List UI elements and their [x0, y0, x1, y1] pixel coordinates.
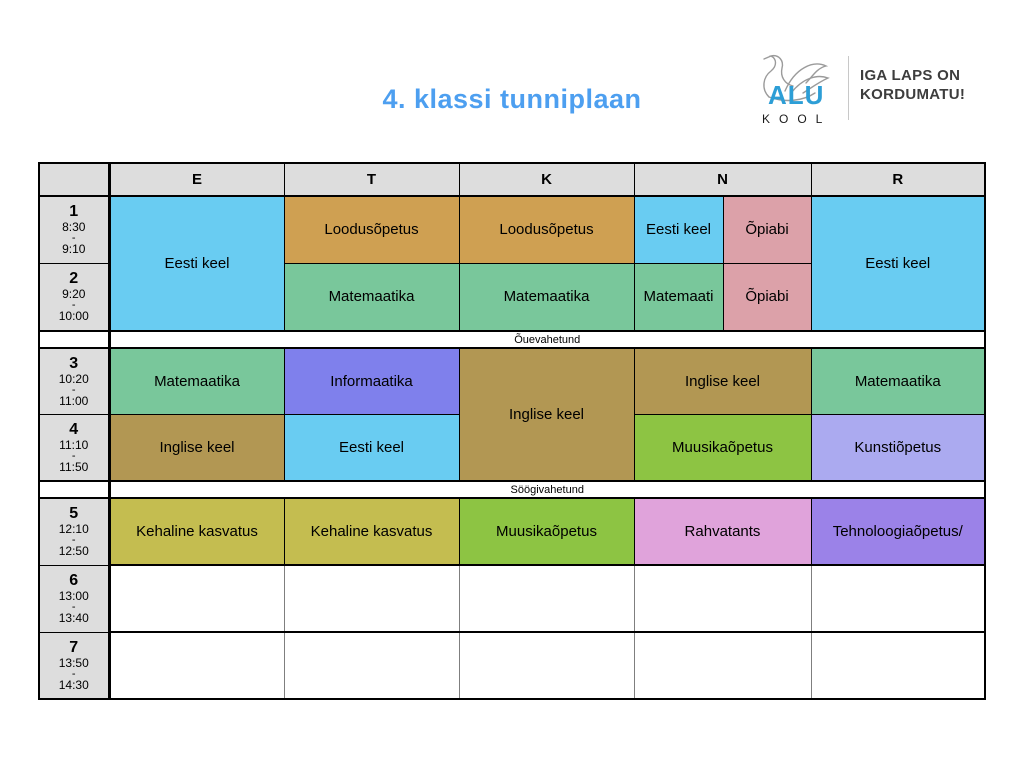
period-time: 12:50 [58, 544, 89, 559]
empty-cell [633, 631, 812, 700]
logo-subname: KOOL [762, 112, 832, 126]
swan-icon [763, 54, 830, 102]
period-time-cell: 3 10:20-11:00 [38, 347, 111, 415]
period-time: - [71, 667, 76, 680]
logo-name: ALU [768, 80, 825, 110]
logo-divider [848, 56, 849, 120]
subject-cell: Õpiabi [722, 262, 812, 332]
period-time: 13:40 [58, 611, 89, 625]
subject-cell: Matemaatika [810, 347, 986, 415]
page-title: 4. klassi tunniplaan [382, 84, 642, 114]
period-time-cell: 4 11:10-11:50 [38, 413, 111, 482]
break-label: Söögivahetund [109, 480, 985, 499]
subject-cell: Matemaatika [283, 262, 460, 332]
period-time: 10:20 [58, 371, 89, 386]
tagline-line1: IGA LAPS ON [860, 67, 961, 84]
break-time-stub [38, 330, 111, 349]
period-time: 13:50 [58, 655, 89, 670]
day-header-n: N [633, 162, 812, 197]
alu-kool-logo: ALU KOOL IGA LAPS ON KORDUMATU! [752, 50, 970, 130]
timetable-body: 1 8:30-9:10 Eesti keel Loodusõpetus Loodusõp… [38, 195, 986, 700]
period-time: - [71, 449, 76, 462]
period-time: - [71, 601, 76, 613]
empty-cell [810, 564, 986, 633]
subject-cell: Matemaatika [108, 347, 285, 415]
subject-cell: Matemaatika [458, 262, 635, 332]
corner-cell [38, 162, 111, 197]
subject-cell: Õpiabi [722, 195, 812, 264]
subject-cell: Kehaline kasvatus [108, 497, 285, 566]
subject-cell: Rahvatants [633, 497, 812, 566]
period-time: - [71, 299, 76, 312]
period-time: 11:00 [59, 393, 89, 408]
subject-cell: Inglise keel [108, 413, 285, 482]
period-time: 11:10 [59, 437, 89, 452]
period-time: 12:10 [58, 522, 89, 537]
subject-cell: Tehnoloogiaõpetus/ [810, 497, 986, 566]
empty-cell [633, 564, 812, 633]
subject-cell: Informaatika [283, 347, 460, 415]
day-header-e: E [108, 162, 285, 197]
break-label: Õuevahetund [109, 330, 985, 349]
subject-cell: Eesti keel [633, 195, 724, 264]
tagline-line2: KORDUMATU! [860, 86, 966, 103]
period-time: 8:30 [62, 220, 86, 235]
period-time: - [71, 232, 76, 245]
period-number: 7 [69, 638, 79, 656]
period-time-cell: 1 8:30-9:10 [38, 195, 111, 264]
period-time: 14:30 [58, 677, 89, 692]
empty-cell [810, 631, 986, 700]
period-time: 11:50 [59, 459, 89, 474]
subject-cell: Inglise keel [633, 347, 812, 415]
subject-cell: Muusikaõpetus [633, 413, 812, 482]
empty-cell [283, 564, 460, 633]
period-time-cell: 6 13:00-13:40 [38, 564, 111, 633]
empty-cell [108, 564, 285, 633]
subject-cell: Kunstiõpetus [810, 413, 986, 482]
subject-cell: Inglise keel [458, 347, 635, 482]
subject-cell: Eesti keel [810, 195, 986, 332]
period-number: 1 [69, 203, 79, 221]
period-number: 6 [69, 572, 79, 589]
period-number: 2 [69, 270, 79, 288]
day-header-r: R [810, 162, 986, 197]
period-time-cell: 7 13:50-14:30 [38, 631, 111, 700]
empty-cell [458, 631, 635, 700]
break-time-stub [38, 480, 111, 499]
period-time-cell: 2 9:20-10:00 [38, 262, 111, 332]
period-number: 4 [69, 420, 79, 438]
empty-cell [283, 631, 460, 700]
period-time: - [71, 383, 76, 396]
period-time: 10:00 [58, 309, 89, 324]
period-time: 13:00 [58, 589, 89, 603]
day-header-k: K [458, 162, 635, 197]
subject-cell: Loodusõpetus [283, 195, 460, 264]
subject-cell: Kehaline kasvatus [283, 497, 460, 566]
period-time: 9:10 [62, 242, 86, 257]
empty-cell [458, 564, 635, 633]
period-time: 9:20 [62, 287, 86, 302]
period-number: 5 [69, 505, 79, 523]
period-time-cell: 5 12:10-12:50 [38, 497, 111, 566]
period-time: - [71, 534, 76, 547]
subject-cell: Matemaati [633, 262, 724, 332]
subject-cell: Eesti keel [283, 413, 460, 482]
day-header-t: T [283, 162, 460, 197]
subject-cell: Muusikaõpetus [458, 497, 635, 566]
subject-cell: Eesti keel [108, 195, 285, 332]
subject-cell: Loodusõpetus [458, 195, 635, 264]
empty-cell [108, 631, 285, 700]
logo-tagline: IGA LAPS ON KORDUMATU! [860, 66, 965, 104]
period-number: 3 [69, 354, 79, 372]
